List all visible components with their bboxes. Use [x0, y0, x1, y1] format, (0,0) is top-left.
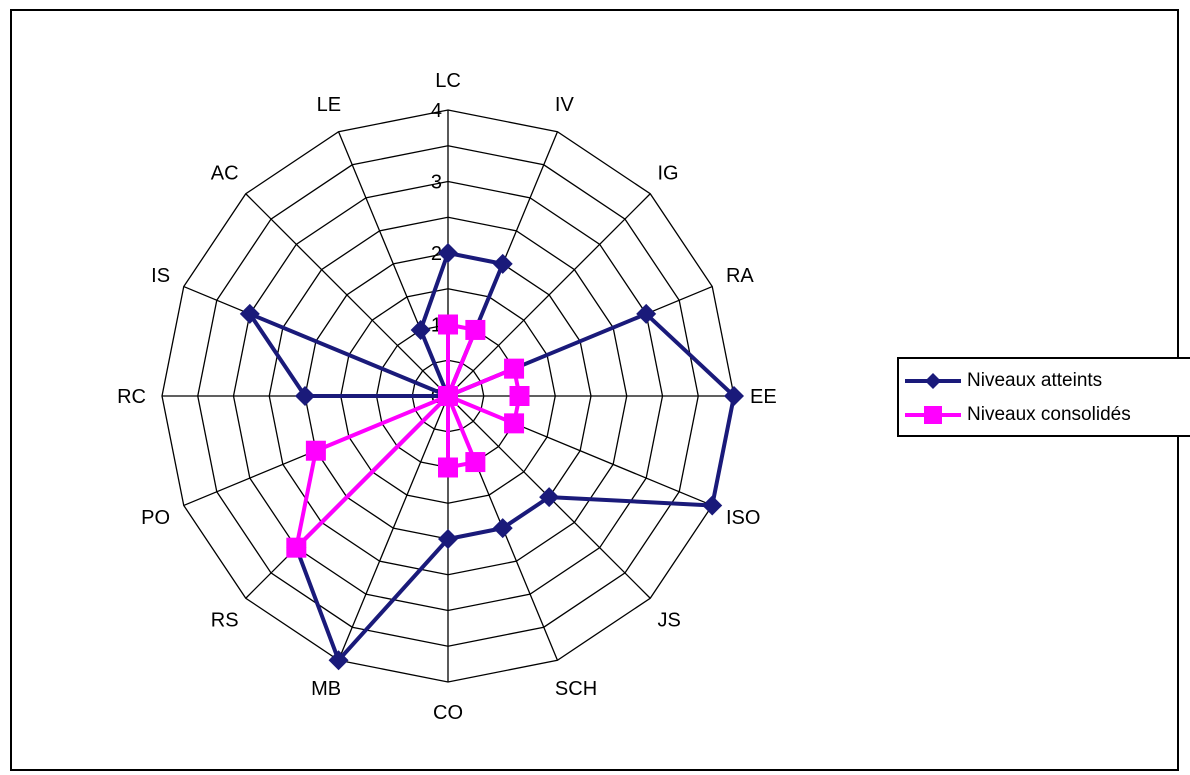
data-point	[438, 386, 458, 406]
data-series	[239, 243, 744, 671]
data-point	[504, 413, 525, 434]
tick-label: 2	[431, 243, 442, 265]
data-point	[492, 253, 513, 274]
legend-item-atteints: Niveaux atteints	[899, 365, 1102, 397]
category-label-po: PO	[141, 507, 170, 529]
legend-marker-atteints	[905, 373, 961, 389]
data-point	[410, 319, 431, 340]
category-label-ee: EE	[750, 386, 777, 408]
grid-spoke	[245, 193, 449, 397]
data-point	[286, 537, 307, 558]
category-label-js: JS	[657, 609, 680, 631]
data-point	[539, 487, 560, 508]
tick-label: 4	[431, 100, 442, 122]
category-labels: LC IV IG RA EE ISO JS SCH CO MB RS PO RC IS AC LE	[117, 70, 777, 724]
category-label-rs: RS	[211, 609, 239, 631]
data-point	[239, 303, 260, 324]
legend-label-atteints: Niveaux atteints	[967, 370, 1103, 391]
data-point	[465, 452, 486, 473]
category-label-lc: LC	[435, 70, 461, 92]
category-label-le: LE	[317, 94, 341, 116]
data-point	[438, 457, 458, 478]
category-label-mb: MB	[311, 678, 341, 700]
category-label-is: IS	[151, 265, 170, 287]
data-point	[305, 440, 326, 461]
data-point	[295, 386, 315, 406]
data-point	[492, 518, 513, 539]
series-line	[294, 322, 522, 550]
data-point	[465, 319, 486, 340]
grid-spoke	[447, 193, 651, 397]
legend-label-consolides: Niveaux consolidés	[967, 404, 1131, 425]
category-label-sch: SCH	[555, 678, 597, 700]
tick-label: 1	[431, 315, 442, 337]
category-label-iv: IV	[555, 94, 575, 116]
category-label-ra: RA	[726, 265, 754, 287]
category-label-iso: ISO	[726, 507, 760, 529]
tick-label: 3	[431, 172, 442, 194]
data-point	[702, 495, 723, 516]
category-label-rc: RC	[117, 386, 146, 408]
grid-spoke	[337, 395, 449, 661]
category-label-co: CO	[433, 702, 463, 724]
data-point	[504, 358, 525, 379]
data-point	[438, 529, 458, 549]
data-point	[636, 303, 657, 324]
data-point	[438, 314, 458, 335]
category-label-ac: AC	[211, 163, 239, 185]
series-niveaux-consolides	[286, 314, 530, 558]
legend-item-consolides: Niveaux consolidés	[899, 399, 1131, 431]
data-point	[328, 650, 349, 671]
data-point	[438, 243, 458, 263]
legend-marker-consolides	[905, 406, 961, 424]
data-point	[724, 386, 744, 406]
data-point	[509, 386, 530, 406]
legend: Niveaux atteints Niveaux consolidés	[897, 357, 1190, 437]
category-label-ig: IG	[657, 163, 678, 185]
